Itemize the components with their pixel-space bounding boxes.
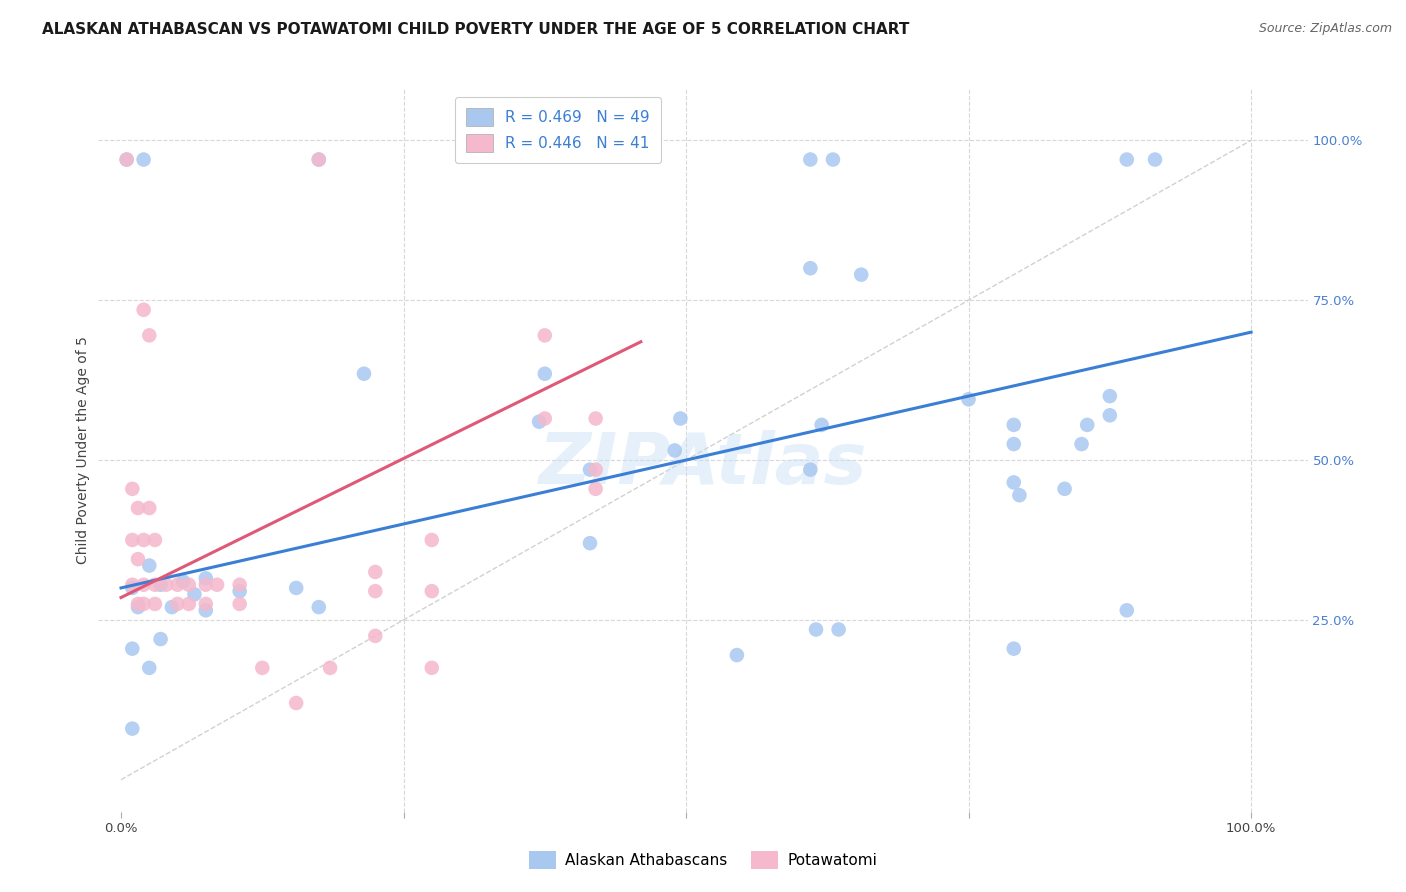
Point [821, 153, 844, 167]
Point [166, 578, 188, 592]
Point [115, 153, 138, 167]
Text: Source: ZipAtlas.com: Source: ZipAtlas.com [1258, 22, 1392, 36]
Point [138, 558, 160, 573]
Point [851, 268, 873, 282]
Point [143, 578, 166, 592]
Point [669, 411, 692, 425]
Point [1070, 437, 1092, 451]
Point [308, 153, 330, 167]
Point [252, 661, 274, 675]
Point [127, 552, 149, 566]
Point [1053, 482, 1076, 496]
Point [127, 501, 149, 516]
Point [138, 328, 160, 343]
Point [1002, 641, 1025, 656]
Point [533, 411, 555, 425]
Point [138, 501, 160, 516]
Point [121, 482, 143, 496]
Point [1143, 153, 1166, 167]
Point [527, 415, 550, 429]
Legend: Alaskan Athabascans, Potawatomi: Alaskan Athabascans, Potawatomi [523, 845, 883, 875]
Point [1002, 417, 1025, 432]
Point [132, 153, 155, 167]
Point [115, 153, 138, 167]
Point [533, 367, 555, 381]
Point [183, 587, 205, 601]
Point [585, 411, 607, 425]
Point [1115, 153, 1137, 167]
Point [810, 417, 832, 432]
Point [420, 661, 443, 675]
Point [1002, 475, 1025, 490]
Point [804, 623, 827, 637]
Point [132, 302, 155, 317]
Point [957, 392, 980, 407]
Point [1008, 488, 1031, 502]
Point [585, 463, 607, 477]
Point [121, 641, 143, 656]
Point [799, 153, 821, 167]
Point [364, 629, 387, 643]
Legend: R = 0.469   N = 49, R = 0.446   N = 41: R = 0.469 N = 49, R = 0.446 N = 41 [456, 97, 661, 163]
Point [143, 597, 166, 611]
Point [138, 661, 160, 675]
Point [132, 533, 155, 547]
Point [1115, 603, 1137, 617]
Point [132, 597, 155, 611]
Y-axis label: Child Poverty Under the Age of 5: Child Poverty Under the Age of 5 [76, 336, 90, 565]
Text: ALASKAN ATHABASCAN VS POTAWATOMI CHILD POVERTY UNDER THE AGE OF 5 CORRELATION CH: ALASKAN ATHABASCAN VS POTAWATOMI CHILD P… [42, 22, 910, 37]
Point [319, 661, 342, 675]
Point [177, 597, 200, 611]
Point [579, 536, 602, 550]
Point [364, 565, 387, 579]
Point [420, 584, 443, 599]
Point [579, 463, 602, 477]
Point [160, 600, 183, 615]
Point [308, 153, 330, 167]
Point [533, 328, 555, 343]
Point [228, 578, 250, 592]
Text: ZIPAtlas: ZIPAtlas [538, 431, 868, 500]
Point [1076, 417, 1098, 432]
Point [1098, 409, 1121, 423]
Point [121, 581, 143, 595]
Point [166, 597, 188, 611]
Point [364, 584, 387, 599]
Point [132, 578, 155, 592]
Point [827, 623, 849, 637]
Point [155, 578, 177, 592]
Point [585, 482, 607, 496]
Point [664, 443, 686, 458]
Point [143, 533, 166, 547]
Point [799, 261, 821, 276]
Point [149, 578, 172, 592]
Point [194, 597, 217, 611]
Point [121, 578, 143, 592]
Point [177, 578, 200, 592]
Point [228, 584, 250, 599]
Point [149, 632, 172, 646]
Point [420, 533, 443, 547]
Point [194, 571, 217, 585]
Point [127, 600, 149, 615]
Point [194, 578, 217, 592]
Point [308, 600, 330, 615]
Point [799, 463, 821, 477]
Point [353, 367, 375, 381]
Point [1098, 389, 1121, 403]
Point [228, 597, 250, 611]
Point [121, 533, 143, 547]
Point [127, 597, 149, 611]
Point [194, 603, 217, 617]
Point [285, 696, 308, 710]
Point [172, 574, 194, 589]
Point [121, 722, 143, 736]
Point [205, 578, 228, 592]
Point [285, 581, 308, 595]
Point [725, 648, 748, 662]
Point [1002, 437, 1025, 451]
